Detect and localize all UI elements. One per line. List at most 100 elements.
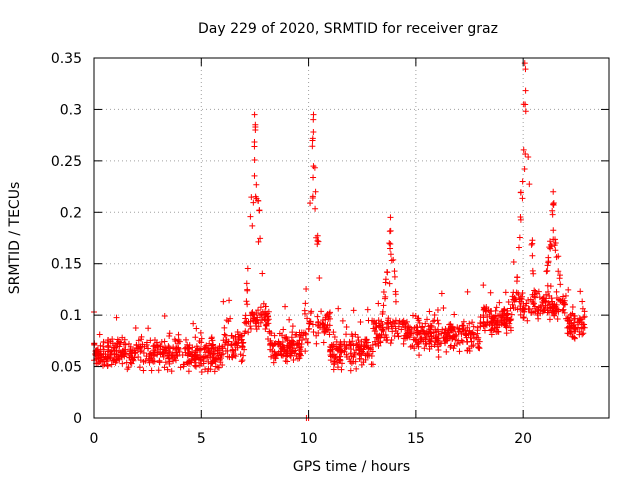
data-point [416,320,423,327]
data-point [550,227,557,234]
data-point [253,181,260,188]
data-point [296,351,303,358]
data-point [483,304,490,311]
data-point [206,340,213,347]
data-point [310,328,317,335]
data-point [525,154,532,161]
data-point [314,237,321,244]
data-point [151,358,158,365]
data-point [283,353,290,360]
data-point [253,316,260,323]
data-point [426,308,433,315]
data-point [481,327,488,334]
data-point [241,346,248,353]
data-point [491,315,498,322]
data-point [350,307,357,314]
data-point [377,339,384,346]
data-point [543,295,550,302]
data-point [255,307,262,314]
data-point [304,339,311,346]
data-point [282,303,289,310]
data-point [487,308,494,315]
data-point [456,348,463,355]
data-point [128,360,135,367]
data-point [426,346,433,353]
data-point [554,316,561,323]
data-point [375,300,382,307]
data-point [116,343,123,350]
data-point [544,262,551,269]
data-point [154,349,161,356]
data-point [431,311,438,318]
data-point [467,334,474,341]
data-point [268,330,275,337]
data-point [160,346,167,353]
data-point [315,329,322,336]
data-point [256,207,263,214]
data-point [108,361,115,368]
data-point [161,364,168,371]
data-point [276,330,283,337]
data-point [454,341,461,348]
data-point [143,339,150,346]
data-point [186,358,193,365]
data-point [325,326,332,333]
data-point [520,146,527,153]
data-point [197,356,204,363]
axis-ticks: 0 0.05 0.1 0.15 0.2 0.25 0.3 0.35 0 5 10 15 20 [51,51,609,447]
data-point [567,329,574,336]
data-point [487,289,494,296]
data-point [296,344,303,351]
data-point [513,289,520,296]
data-point [439,326,446,333]
data-point [527,296,534,303]
data-point [222,332,229,339]
data-point [455,337,462,344]
data-point [468,343,475,350]
data-point [428,322,435,329]
y-tick-label: 0.3 [60,102,82,118]
data-point [509,293,516,300]
data-point [228,342,235,349]
data-point [158,339,165,346]
data-point [419,323,426,330]
data-point [265,308,272,315]
data-point [522,87,529,94]
data-point [213,355,220,362]
data-point [315,238,322,245]
data-point [145,345,152,352]
data-point [200,360,207,367]
data-point [508,311,515,318]
data-point [392,298,399,305]
data-point [379,326,386,333]
data-point [197,345,204,352]
data-point [259,316,266,323]
data-point [181,361,188,368]
data-point [578,325,585,332]
data-point [375,335,382,342]
data-point [337,341,344,348]
data-point [387,245,394,252]
data-point [262,322,269,329]
data-point [530,300,537,307]
data-point [469,331,476,338]
data-point [550,236,557,243]
data-point [247,323,254,330]
data-point [251,111,258,118]
data-point [100,346,107,353]
data-point [231,341,238,348]
data-point [279,342,286,349]
data-point [451,311,458,318]
data-point [136,364,143,371]
data-point [491,325,498,332]
data-point [168,368,175,375]
data-point [292,331,299,338]
data-point [337,348,344,355]
data-point [387,214,394,221]
data-point [137,357,144,364]
data-point [335,305,342,312]
data-point [486,311,493,318]
data-point [326,331,333,338]
data-point [380,289,387,296]
data-point [231,352,238,359]
